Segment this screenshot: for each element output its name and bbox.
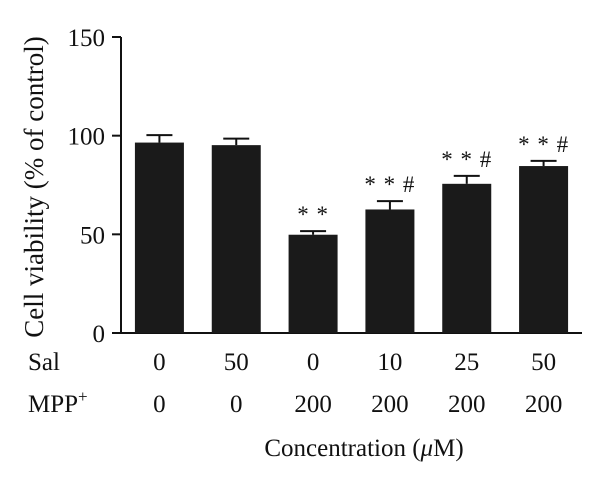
y-axis-label: Cell viability (% of control) (19, 36, 49, 337)
row-value: 0 (153, 349, 166, 376)
row-label: Sal (28, 349, 60, 376)
bar (365, 209, 415, 333)
error-bars (146, 134, 557, 235)
x-axis-label-end: M) (433, 435, 464, 462)
row-value: 0 (230, 391, 243, 418)
y-tick-label: 0 (93, 321, 106, 348)
x-axis-label: Concentration (μM) (264, 435, 463, 462)
x-axis-label-mu: μ (420, 435, 434, 462)
y-tick-label: 100 (68, 124, 106, 151)
row-value: 200 (525, 391, 563, 418)
row-value: 0 (153, 391, 166, 418)
row-value: 25 (454, 349, 479, 376)
condition-rows: Sal 0 50 0 10 25 50 MPP+ 0 0 200 200 200 200 (28, 349, 562, 418)
bar (288, 234, 338, 333)
significance-label: * * # (441, 147, 492, 172)
row-value: 200 (371, 391, 409, 418)
row-label: MPP+ (28, 387, 88, 418)
x-axis-label-main: Concentration ( (264, 435, 420, 462)
bar (211, 145, 261, 333)
bar (134, 142, 184, 333)
significance-label: * * # (518, 132, 569, 157)
y-tick-label: 150 (68, 25, 106, 52)
significance-label: * * # (364, 172, 415, 197)
bars (134, 142, 569, 333)
y-axis: 0 50 100 150 (68, 25, 122, 348)
row-value: 50 (224, 349, 249, 376)
row-value: 0 (307, 349, 320, 376)
bar (442, 183, 492, 333)
row-value: 200 (448, 391, 486, 418)
significance-label: * * (297, 202, 329, 227)
row-value: 200 (294, 391, 332, 418)
row-value: 10 (377, 349, 402, 376)
y-tick-label: 50 (80, 222, 105, 249)
significance-annotations: * * * * # * * # * * # (297, 132, 569, 227)
row-value: 50 (531, 349, 556, 376)
bar (519, 166, 569, 333)
y-ticks: 0 50 100 150 (68, 25, 121, 348)
